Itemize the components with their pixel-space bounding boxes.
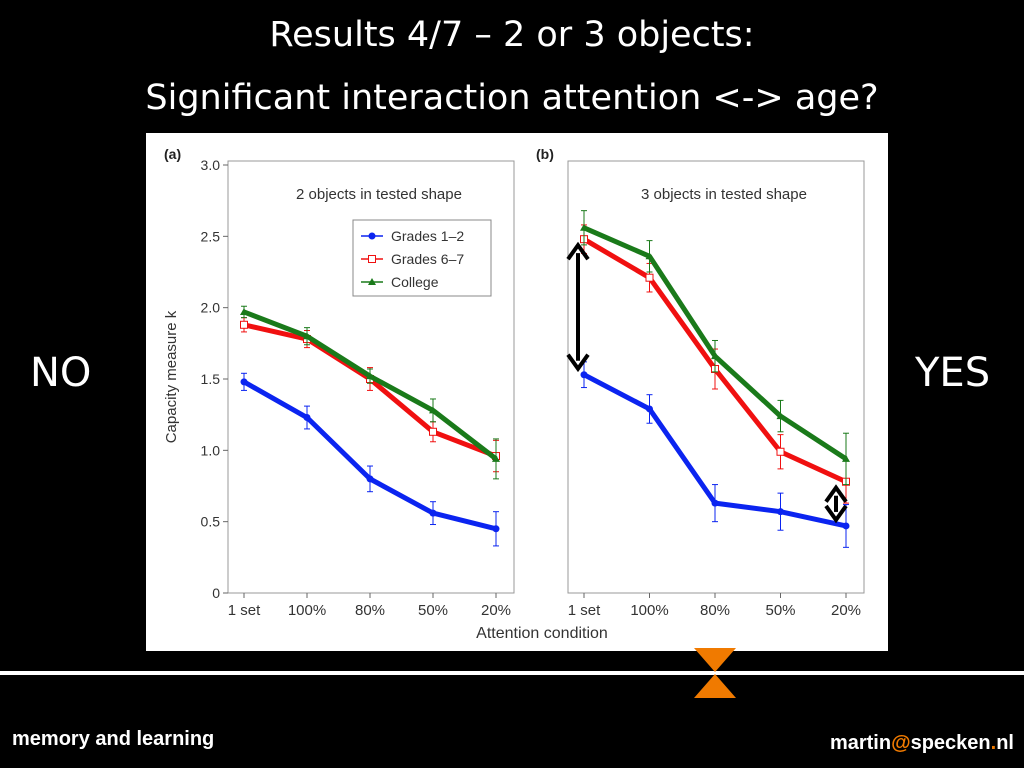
data-point: [303, 332, 311, 340]
legend-marker: [368, 255, 376, 263]
data-point: [366, 372, 374, 380]
legend-label: Grades 6–7: [391, 251, 464, 267]
footer-email: martin@specken.nl: [830, 732, 1014, 755]
plot-frame-2: [567, 160, 865, 594]
data-point: [842, 522, 850, 530]
data-point: [645, 252, 654, 260]
data-point: [711, 352, 719, 360]
data-point: [429, 406, 437, 414]
panel-title-1: 2 objects in tested shape: [296, 186, 462, 203]
answer-yes: YES: [915, 350, 991, 396]
data-point: [580, 371, 588, 379]
footer-email-user: martin: [829, 732, 892, 754]
data-point: [645, 273, 654, 282]
panel-title-2: 3 objects in tested shape: [641, 186, 807, 203]
x-tick-label: 20%: [481, 602, 511, 619]
x-tick-label: 50%: [765, 602, 795, 619]
data-point: [492, 525, 500, 533]
hourglass-icon: [694, 648, 736, 698]
y-tick-label: 3.0: [201, 157, 221, 173]
x-tick-label: 80%: [355, 602, 385, 619]
legend-marker: [368, 232, 376, 240]
data-point: [492, 454, 500, 462]
series-line-1: [242, 379, 497, 532]
x-tick-label: 1 set: [568, 602, 601, 619]
x-tick-label: 20%: [831, 602, 861, 619]
y-tick-label: 1.0: [201, 442, 221, 458]
plot-frame-1: [227, 160, 515, 594]
footer-email-tld: nl: [996, 732, 1014, 754]
y-tick-label: 0.5: [201, 514, 221, 530]
y-axis-label: Capacity measure k: [163, 310, 180, 443]
x-axis-label: Attention condition: [476, 625, 608, 642]
x-tick-label: 50%: [418, 602, 448, 619]
footer-email-at: @: [891, 732, 911, 754]
legend-marker: [368, 278, 376, 285]
data-point: [366, 475, 374, 483]
slide-title-line2: Significant interaction attention <-> ag…: [145, 78, 879, 118]
panel-label-1: (a): [164, 146, 181, 162]
answer-no: NO: [30, 350, 92, 396]
annotation-arrow-head: [566, 241, 590, 261]
legend-label: Grades 1–2: [391, 228, 464, 244]
data-point: [303, 414, 311, 422]
x-tick-label: 100%: [288, 602, 326, 619]
x-tick-label: 80%: [700, 602, 730, 619]
data-point: [429, 509, 437, 517]
data-point: [842, 454, 850, 462]
annotation-arrow-head: [824, 484, 848, 503]
data-point: [776, 447, 785, 456]
data-point: [776, 412, 785, 420]
data-point: [240, 378, 248, 386]
x-tick-label: 1 set: [228, 602, 261, 619]
figure-panel: (a) 2 objects in tested shape 0 0.5 1.0 1.5 2.…: [146, 133, 888, 651]
y-tick-label: 2.0: [201, 300, 221, 316]
y-tick-label: 1.5: [201, 371, 221, 387]
annotation-arrow-head: [566, 353, 590, 373]
y-tick-label: 2.5: [201, 228, 221, 244]
data-point: [711, 499, 719, 507]
annotation-arrow-head: [824, 504, 848, 524]
chart-svg: (a) 2 objects in tested shape 0 0.5 1.0 1.5 2.…: [163, 146, 865, 642]
panel-label-2: (b): [536, 146, 554, 162]
data-point: [777, 508, 784, 516]
x-tick-label: 100%: [630, 602, 668, 619]
data-point: [580, 223, 588, 231]
footer-divider: [0, 671, 1024, 675]
y-tick-label: 0: [212, 585, 220, 601]
data-point: [240, 320, 248, 329]
data-point: [646, 405, 653, 413]
slide-title-line1: Results 4/7 – 2 or 3 objects:: [269, 15, 755, 55]
data-point: [429, 427, 437, 436]
data-point: [240, 307, 248, 315]
footer-course: memory and learning: [12, 728, 215, 750]
legend-label: College: [391, 274, 439, 290]
footer-email-dot: .: [990, 732, 997, 754]
footer-email-domain: specken: [910, 732, 991, 754]
